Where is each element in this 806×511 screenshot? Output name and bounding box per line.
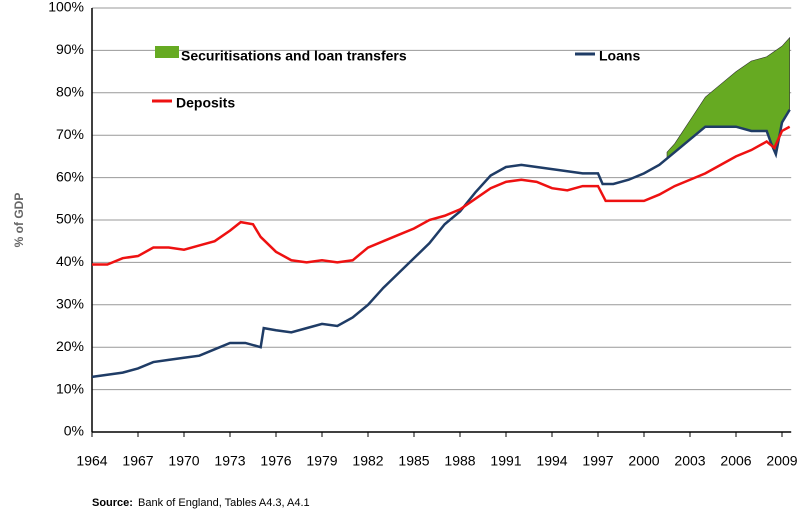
line bbox=[92, 125, 791, 266]
y-tick-label: 100% bbox=[48, 0, 84, 15]
x-tick-label: 1979 bbox=[306, 453, 337, 469]
x-tick-label: 1988 bbox=[444, 453, 475, 469]
x-tick-label: 1997 bbox=[582, 453, 613, 469]
legend-swatch bbox=[155, 46, 179, 58]
y-tick-label: 10% bbox=[56, 380, 84, 396]
y-tick-label: 0% bbox=[64, 423, 84, 439]
source-label: Source: bbox=[92, 497, 133, 509]
x-tick-label: 2000 bbox=[628, 453, 659, 469]
x-tick-label: 2006 bbox=[720, 453, 751, 469]
x-tick-label: 1970 bbox=[168, 453, 199, 469]
legend-label: Deposits bbox=[176, 95, 235, 111]
y-tick-label: 80% bbox=[56, 84, 84, 100]
x-tick-label: 1964 bbox=[76, 453, 107, 469]
legend-label: Securitisations and loan transfers bbox=[181, 48, 407, 64]
y-tick-label: 60% bbox=[56, 168, 84, 184]
x-tick-label: 1967 bbox=[122, 453, 153, 469]
line bbox=[91, 109, 791, 379]
source: Bank of England, Tables A4.3, A4.1 bbox=[138, 497, 310, 509]
legend-label: Loans bbox=[599, 48, 640, 64]
x-tick-label: 1976 bbox=[260, 453, 291, 469]
x-tick-label: 1982 bbox=[352, 453, 383, 469]
y-tick-label: 70% bbox=[56, 126, 84, 142]
x-tick-label: 2009 bbox=[766, 453, 797, 469]
y-tick-label: 90% bbox=[56, 41, 84, 57]
y-axis-label: % of GDP bbox=[12, 193, 26, 248]
x-tick-label: 1985 bbox=[398, 453, 429, 469]
y-tick-label: 40% bbox=[56, 253, 84, 269]
x-tick-label: 2003 bbox=[674, 453, 705, 469]
y-tick-label: 30% bbox=[56, 296, 84, 312]
x-tick-label: 1994 bbox=[536, 453, 567, 469]
y-tick-label: 50% bbox=[56, 211, 84, 227]
x-tick-label: 1973 bbox=[214, 453, 245, 469]
y-tick-label: 20% bbox=[56, 338, 84, 354]
x-tick-label: 1991 bbox=[490, 453, 521, 469]
